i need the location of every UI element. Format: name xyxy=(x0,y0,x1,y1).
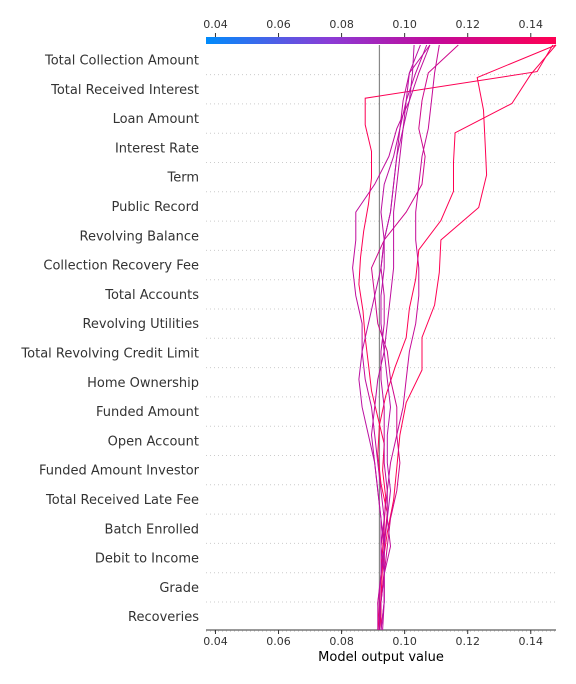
feature-label: Grade xyxy=(159,581,199,596)
top-tick-label: 0.12 xyxy=(455,18,480,31)
feature-label: Funded Amount xyxy=(96,405,199,420)
decision-paths xyxy=(352,44,557,631)
top-tick-label: 0.06 xyxy=(266,18,291,31)
colorbar xyxy=(206,37,556,44)
feature-label: Funded Amount Investor xyxy=(39,464,200,479)
bottom-tick-label: 0.04 xyxy=(203,635,228,648)
feature-label: Debit to Income xyxy=(95,552,199,567)
feature-label: Public Record xyxy=(111,200,199,215)
feature-label: Total Received Interest xyxy=(50,83,199,98)
feature-label: Total Revolving Credit Limit xyxy=(20,347,199,362)
feature-label: Revolving Balance xyxy=(80,229,199,244)
feature-label: Total Collection Amount xyxy=(44,54,199,69)
feature-label: Revolving Utilities xyxy=(82,317,199,332)
decision-path xyxy=(380,44,415,631)
decision-path xyxy=(358,44,421,630)
x-axis-title: Model output value xyxy=(318,650,444,665)
bottom-tick-label: 0.12 xyxy=(455,635,480,648)
decision-path xyxy=(377,44,557,631)
feature-labels: Total Collection Amount Total Received In… xyxy=(20,54,199,626)
feature-label: Loan Amount xyxy=(113,112,199,127)
bottom-tick-label: 0.14 xyxy=(519,635,544,648)
decision-path xyxy=(370,44,428,630)
top-tick-label: 0.08 xyxy=(329,18,354,31)
decision-path xyxy=(377,44,557,630)
feature-label: Recoveries xyxy=(128,610,199,625)
feature-label: Interest Rate xyxy=(115,141,199,156)
top-x-axis: 0.04 0.06 0.08 0.10 0.12 0.14 xyxy=(203,18,543,37)
top-tick-label: 0.10 xyxy=(392,18,417,31)
feature-label: Total Accounts xyxy=(104,288,199,303)
bottom-x-axis: 0.04 0.06 0.08 0.10 0.12 0.14 xyxy=(203,629,556,648)
feature-label: Open Account xyxy=(108,434,199,449)
feature-label: Batch Enrolled xyxy=(105,522,199,537)
bottom-tick-label: 0.06 xyxy=(266,635,291,648)
top-tick-label: 0.04 xyxy=(203,18,228,31)
feature-label: Total Received Late Fee xyxy=(45,493,199,508)
feature-label: Term xyxy=(166,171,199,186)
feature-label: Home Ownership xyxy=(87,376,199,391)
decision-path xyxy=(352,44,431,631)
feature-label: Collection Recovery Fee xyxy=(43,259,199,274)
bottom-tick-label: 0.08 xyxy=(329,635,354,648)
bottom-tick-label: 0.10 xyxy=(392,635,417,648)
top-tick-label: 0.14 xyxy=(519,18,544,31)
